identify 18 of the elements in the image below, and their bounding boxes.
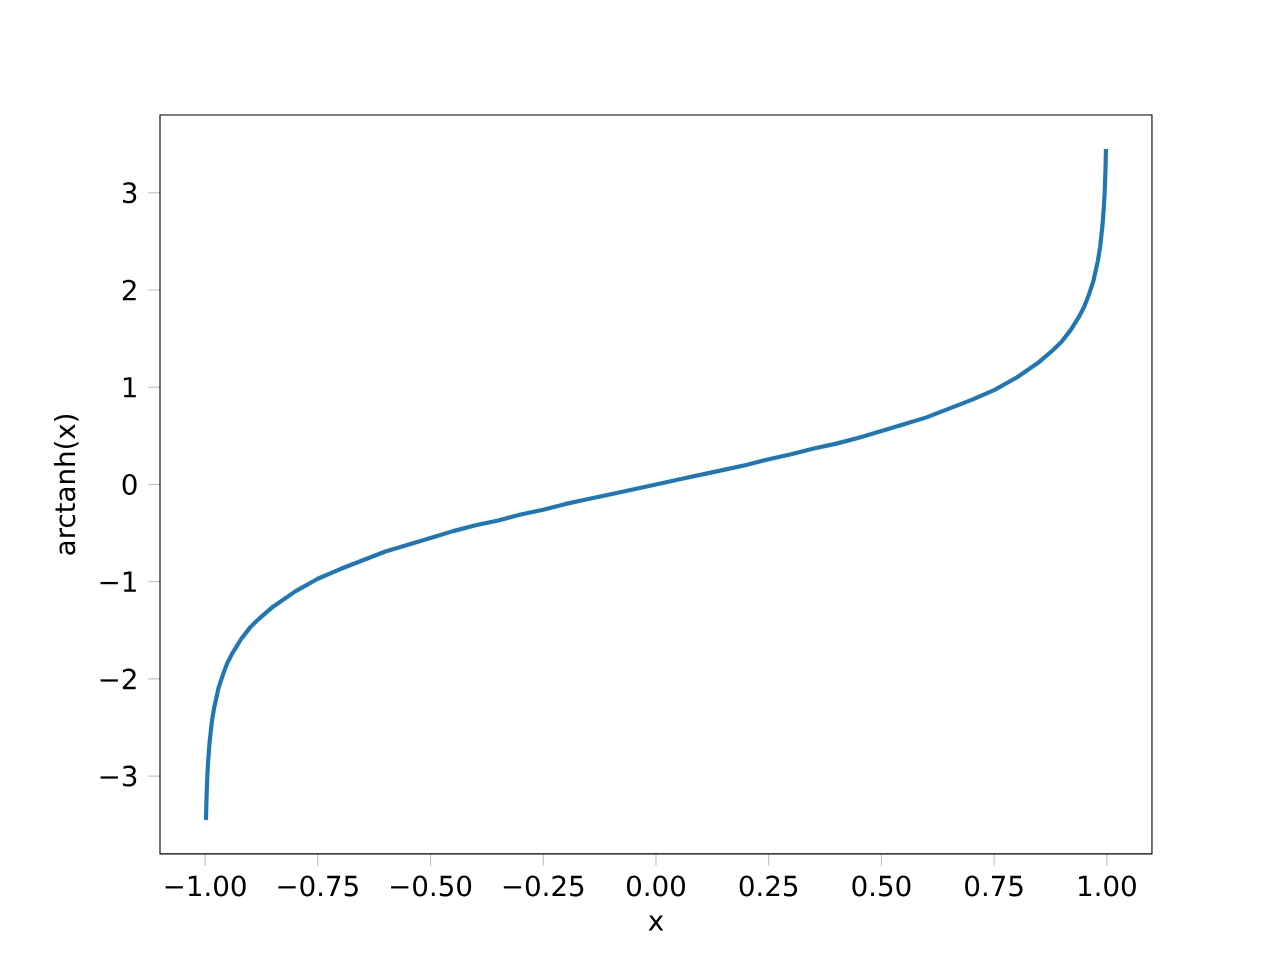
x-axis-title: x xyxy=(648,915,664,931)
x-tick-label: −0.75 xyxy=(278,875,358,897)
y-tick-label: 3 xyxy=(122,182,137,204)
y-tick-label: 0 xyxy=(122,473,137,495)
x-tick-label: 0.25 xyxy=(739,875,798,897)
x-tick-label: −0.25 xyxy=(503,875,584,897)
x-tick-label: 0.00 xyxy=(626,875,685,897)
y-tick-label: 2 xyxy=(122,279,136,301)
y-axis-title: arctanh(x) xyxy=(53,414,79,555)
y-tick-label: −1 xyxy=(100,571,136,592)
x-tick-label: −0.50 xyxy=(391,875,472,897)
y-tick-label: −2 xyxy=(100,668,136,690)
x-tick-label: 1.00 xyxy=(1079,875,1136,897)
x-tick-label: 0.75 xyxy=(965,875,1023,897)
y-tick-label: 1 xyxy=(123,377,136,398)
x-tick-label: −1.00 xyxy=(165,875,246,897)
x-tick-label: 0.50 xyxy=(852,875,911,897)
y-tick-label: −3 xyxy=(100,765,137,787)
